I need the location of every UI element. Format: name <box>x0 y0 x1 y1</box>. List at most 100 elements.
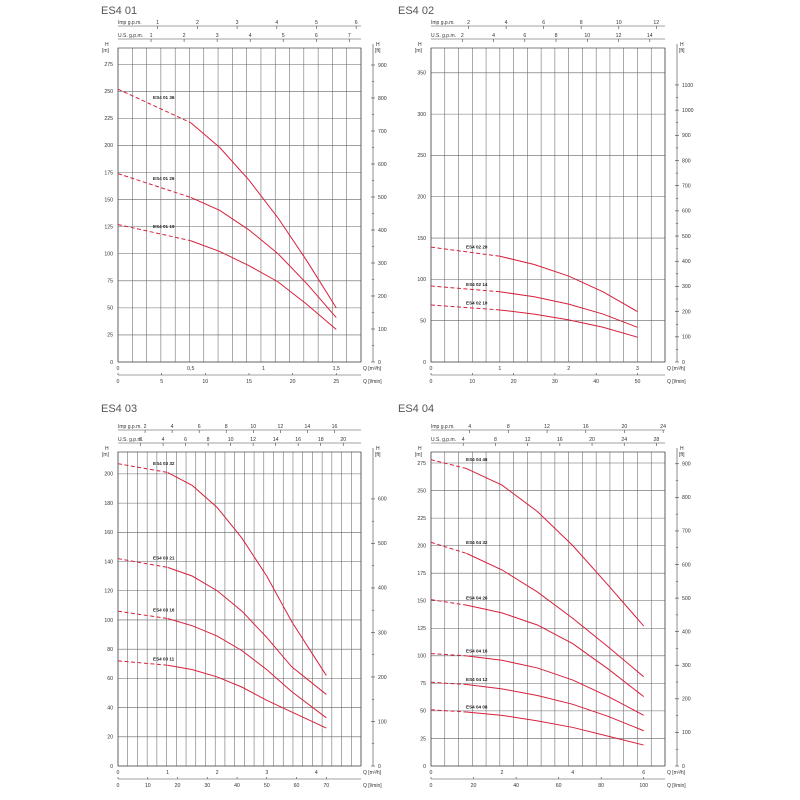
imp-tick-label: 2 <box>144 424 147 430</box>
y-tick-label: 225 <box>104 116 113 122</box>
ft-tick-label: 800 <box>682 158 691 164</box>
series-label: ES4 01 19 <box>153 224 175 229</box>
us-tick-label: 10 <box>584 33 590 39</box>
us-tick-label: 2 <box>183 33 186 39</box>
series-line-dashed <box>117 660 168 666</box>
ft-tick-label: 800 <box>378 96 387 102</box>
q-axis-label: Q [m³/h] <box>667 366 686 372</box>
plot-frame <box>117 47 362 363</box>
series-line-dashed <box>117 224 191 242</box>
y-tick-label: 200 <box>417 543 426 549</box>
us-tick-label: 28 <box>654 437 660 443</box>
lmin-tick-label: 30 <box>552 379 558 385</box>
y-tick-label: 250 <box>417 153 426 159</box>
y-tick-label: 250 <box>417 488 426 494</box>
series-line-dashed <box>430 653 467 657</box>
h-axis-label: H <box>418 42 422 48</box>
y-tick-label: 100 <box>417 277 426 283</box>
chart-title: ES4 03 <box>101 403 137 415</box>
imp-tick-label: 2 <box>196 20 199 26</box>
ft-tick-label: 1100 <box>682 83 693 89</box>
ft-tick-label: 800 <box>682 495 691 501</box>
y-tick-label: 25 <box>420 736 426 742</box>
y-tick-label: 140 <box>104 559 113 565</box>
ft-tick-label: 0 <box>682 360 685 366</box>
series-label: ES4 03 16 <box>153 608 175 613</box>
series-line <box>167 472 327 676</box>
y-tick-label: 20 <box>107 735 113 741</box>
series-line <box>167 566 327 695</box>
imp-tick-label: 16 <box>583 424 589 430</box>
ft-axis-unit: [ft] <box>375 452 381 458</box>
us-tick-label: 5 <box>282 33 285 39</box>
y-tick-label: 0 <box>110 764 113 770</box>
us-axis-label: U.S. g.p.m. <box>431 437 456 443</box>
y-tick-label: 300 <box>417 112 426 118</box>
series-label: ES4 04 08 <box>466 705 488 710</box>
series-label: ES4 02 10 <box>466 301 488 306</box>
h-axis-label: H <box>105 42 109 48</box>
y-tick-label: 120 <box>104 589 113 595</box>
series-line <box>190 122 337 309</box>
x-tick-label: 1 <box>166 770 169 776</box>
ft-tick-label: 900 <box>682 133 691 139</box>
ft-tick-label: 600 <box>682 562 691 568</box>
ft-tick-label: 200 <box>682 309 691 315</box>
lmin-tick-label: 50 <box>264 783 270 789</box>
ft-tick-label: 0 <box>378 764 381 770</box>
imp-tick-label: 4 <box>468 424 471 430</box>
ft-axis-label: H <box>680 446 684 452</box>
x-tick-label: 6 <box>642 770 645 776</box>
imp-tick-label: 24 <box>660 424 666 430</box>
imp-tick-label: 8 <box>580 20 583 26</box>
q-axis-label: Q [m³/h] <box>363 366 382 372</box>
y-tick-label: 40 <box>107 705 113 711</box>
us-axis-label: U.S. g.p.m. <box>431 33 456 39</box>
y-tick-label: 200 <box>104 143 113 149</box>
us-axis-label: U.S. g.p.m. <box>118 33 143 39</box>
y-tick-label: 175 <box>417 571 426 577</box>
imp-tick-label: 12 <box>277 424 283 430</box>
ft-tick-label: 100 <box>682 730 691 736</box>
us-tick-label: 14 <box>647 33 653 39</box>
y-tick-label: 0 <box>110 360 113 366</box>
lmin-tick-label: 70 <box>323 783 329 789</box>
h-axis-unit: [m] <box>102 48 110 54</box>
imp-tick-label: 3 <box>236 20 239 26</box>
ft-tick-label: 300 <box>378 261 387 267</box>
ft-tick-label: 300 <box>682 284 691 290</box>
x-tick-label: 0 <box>430 366 433 372</box>
series-line-dashed <box>430 541 467 554</box>
grid <box>430 452 666 767</box>
us-tick-label: 1 <box>150 33 153 39</box>
us-tick-label: 6 <box>523 33 526 39</box>
lmin-tick-label: 0 <box>430 783 433 789</box>
lmin-tick-label: 40 <box>513 783 519 789</box>
ft-tick-label: 600 <box>378 497 387 503</box>
ft-axis-label: H <box>376 446 380 452</box>
series-line <box>466 655 644 716</box>
ft-tick-label: 100 <box>378 327 387 333</box>
y-tick-label: 100 <box>104 618 113 624</box>
lmin-tick-label: 100 <box>639 783 648 789</box>
ft-tick-label: 0 <box>378 360 381 366</box>
imp-tick-label: 14 <box>305 424 311 430</box>
h-axis-label: H <box>418 446 422 452</box>
series-line <box>466 604 645 697</box>
y-tick-label: 275 <box>104 62 113 68</box>
us-tick-label: 8 <box>207 437 210 443</box>
series-label: ES4 02 14 <box>466 282 488 287</box>
plot-frame <box>430 451 666 767</box>
imp-tick-label: 4 <box>505 20 508 26</box>
y-tick-label: 200 <box>417 195 426 201</box>
y-tick-label: 200 <box>104 472 113 478</box>
us-tick-label: 16 <box>295 437 301 443</box>
x-tick-label: 2 <box>216 770 219 776</box>
lmin-tick-label: 10 <box>202 379 208 385</box>
y-tick-label: 150 <box>104 197 113 203</box>
ft-tick-label: 500 <box>682 234 691 240</box>
series-label: ES4 04 16 <box>466 648 488 653</box>
chart-title: ES4 04 <box>398 403 434 415</box>
series-label: ES4 03 21 <box>153 556 175 561</box>
y-tick-label: 80 <box>107 647 113 653</box>
